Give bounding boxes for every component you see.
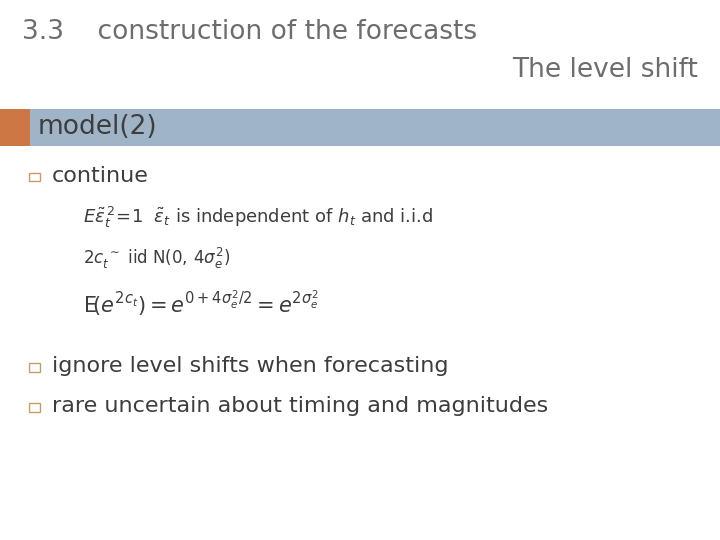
Text: continue: continue xyxy=(52,165,149,186)
Text: $E\tilde{\epsilon}_t^{\,2}\!=\!1$  $\tilde{\epsilon}_t$ is independent of $h_t$ : $E\tilde{\epsilon}_t^{\,2}\!=\!1$ $\tild… xyxy=(83,205,433,230)
Bar xyxy=(29,173,40,181)
Text: 3.3    construction of the forecasts: 3.3 construction of the forecasts xyxy=(22,19,477,45)
Text: $\mathrm{E}\!\left(e^{2c_t}\right) = e^{0+4\sigma_e^{2}/2} = e^{2\sigma_e^{2}}$: $\mathrm{E}\!\left(e^{2c_t}\right) = e^{… xyxy=(83,289,318,318)
Bar xyxy=(29,363,40,372)
Text: $2c_t^{\ \sim}$ iid N$(0,\,4\sigma_e^{2})$: $2c_t^{\ \sim}$ iid N$(0,\,4\sigma_e^{2}… xyxy=(83,246,230,271)
Text: rare uncertain about timing and magnitudes: rare uncertain about timing and magnitud… xyxy=(52,396,548,416)
Bar xyxy=(0,109,720,146)
Bar xyxy=(0,109,30,146)
Text: ignore level shifts when forecasting: ignore level shifts when forecasting xyxy=(52,355,449,376)
Text: The level shift: The level shift xyxy=(513,57,698,83)
Text: model(2): model(2) xyxy=(37,114,157,140)
Bar xyxy=(29,403,40,412)
